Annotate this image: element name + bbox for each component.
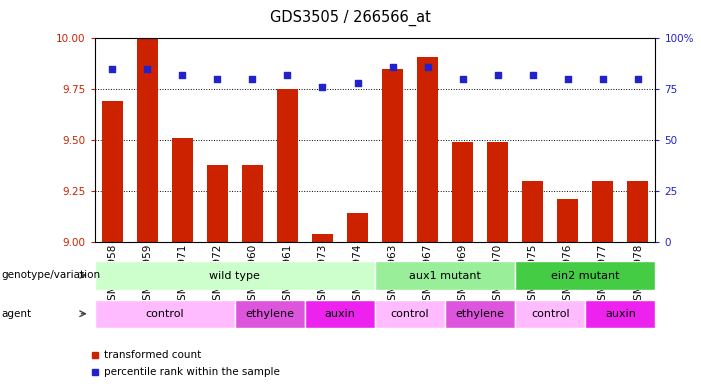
Bar <box>515 261 655 290</box>
Text: control: control <box>145 309 184 319</box>
Point <box>632 76 644 82</box>
Bar <box>445 300 515 328</box>
Point <box>247 76 258 82</box>
Text: auxin: auxin <box>605 309 636 319</box>
Text: wild type: wild type <box>210 270 260 281</box>
Text: aux1 mutant: aux1 mutant <box>409 270 481 281</box>
Bar <box>382 69 403 242</box>
Bar <box>95 261 375 290</box>
Point <box>142 66 153 72</box>
Text: genotype/variation: genotype/variation <box>1 270 100 280</box>
Bar <box>375 261 515 290</box>
Text: ethylene: ethylene <box>456 309 505 319</box>
Bar <box>242 165 263 242</box>
Bar <box>235 300 305 328</box>
Bar <box>557 199 578 242</box>
Bar <box>487 142 508 242</box>
Bar <box>277 89 298 242</box>
Point <box>177 72 188 78</box>
Point <box>492 72 503 78</box>
Text: auxin: auxin <box>325 309 355 319</box>
Point <box>282 72 293 78</box>
Bar <box>95 300 235 328</box>
Bar <box>522 181 543 242</box>
Text: control: control <box>390 309 430 319</box>
Text: transformed count: transformed count <box>104 350 201 360</box>
Point <box>597 76 608 82</box>
Point <box>457 76 468 82</box>
Bar <box>207 165 228 242</box>
Text: percentile rank within the sample: percentile rank within the sample <box>104 367 280 377</box>
Text: GDS3505 / 266566_at: GDS3505 / 266566_at <box>270 10 431 26</box>
Bar <box>627 181 648 242</box>
Text: ein2 mutant: ein2 mutant <box>551 270 620 281</box>
Point <box>107 66 118 72</box>
Point <box>317 84 328 90</box>
Point <box>387 64 398 70</box>
Bar <box>452 142 473 242</box>
Bar <box>375 300 445 328</box>
Point <box>562 76 573 82</box>
Point <box>352 80 363 86</box>
Bar <box>585 300 655 328</box>
Text: ethylene: ethylene <box>245 309 294 319</box>
Bar <box>417 57 438 242</box>
Point <box>527 72 538 78</box>
Bar <box>592 181 613 242</box>
Bar <box>515 300 585 328</box>
Bar <box>137 38 158 242</box>
Bar <box>305 300 375 328</box>
Text: control: control <box>531 309 570 319</box>
Point <box>422 64 433 70</box>
Bar <box>172 138 193 242</box>
Point <box>212 76 223 82</box>
Bar <box>102 101 123 242</box>
Text: agent: agent <box>1 309 32 319</box>
Bar <box>347 214 368 242</box>
Bar <box>312 234 333 242</box>
